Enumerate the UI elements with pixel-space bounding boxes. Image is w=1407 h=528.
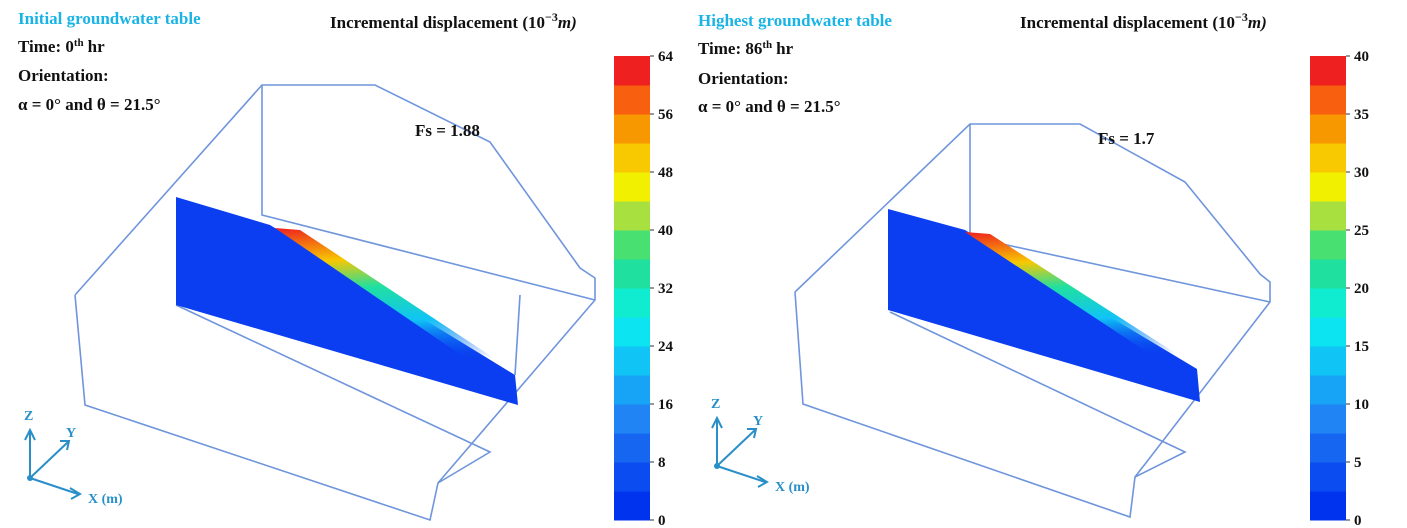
colorbar-band (614, 433, 650, 463)
figure: Z Y X (m) Z Y X (m) Initial groundwater … (0, 0, 1407, 528)
colorbar-band (1310, 259, 1346, 289)
colorbar-tick-label: 30 (1354, 165, 1369, 181)
colorbar-title-unit: m) (1248, 13, 1267, 32)
colorbar-title-exp: −3 (1235, 10, 1248, 24)
colorbar-band (1310, 375, 1346, 405)
colorbar-band (614, 346, 650, 376)
colorbar-band (614, 375, 650, 405)
colorbar-tick-label: 16 (658, 397, 674, 413)
colorbar-band (1310, 143, 1346, 173)
colorbar-title-text: Incremental displacement (10 (330, 13, 545, 32)
axis-label: Z (24, 409, 33, 424)
time-unit: hr (776, 39, 793, 58)
colorbar-tick-label: 35 (1354, 107, 1369, 123)
factor-of-safety: Fs = 1.7 (1098, 129, 1155, 148)
colorbar-band (614, 462, 650, 492)
axis-label: X (m) (775, 480, 810, 495)
time-label: Time: 0 (18, 37, 74, 56)
colorbar-band (614, 491, 650, 521)
colorbar-band (1310, 56, 1346, 86)
axis-label: Y (66, 426, 76, 441)
factor-of-safety: Fs = 1.88 (415, 121, 480, 140)
colorbar-band (614, 56, 650, 86)
panel-title: Initial groundwater table (18, 9, 201, 28)
colorbar-band (614, 143, 650, 173)
colorbar-band (614, 259, 650, 289)
colorbar-band (1310, 462, 1346, 492)
colorbar-band (1310, 288, 1346, 318)
colorbar-band (614, 404, 650, 434)
colorbar-title-unit: m) (558, 13, 577, 32)
colorbar-band (614, 230, 650, 260)
slope-model (75, 85, 595, 520)
colorbar-band (614, 201, 650, 231)
colorbar-tick-label: 24 (658, 339, 674, 355)
colorbar-band (1310, 346, 1346, 376)
colorbar-title: Incremental displacement (10−3m) (330, 10, 577, 32)
axis-label: Y (753, 414, 763, 429)
colorbar-title: Incremental displacement (10−3m) (1020, 10, 1267, 32)
axis-triad: Z Y X (m) (711, 397, 810, 495)
colorbar-band (1310, 317, 1346, 347)
colorbar-band (614, 172, 650, 202)
colorbar-tick-label: 20 (1354, 281, 1369, 297)
colorbar-title-text: Incremental displacement (10 (1020, 13, 1235, 32)
colorbar-band (614, 85, 650, 115)
slope-model (795, 124, 1270, 517)
orientation: α = 0° and θ = 21.5° (698, 97, 841, 116)
colorbar-tick-label: 0 (658, 513, 666, 528)
colorbar-tick-label: 40 (1354, 49, 1369, 65)
orientation-label: Orientation: (698, 69, 789, 88)
colorbar-tick-label: 0 (1354, 513, 1362, 528)
colorbar-band (1310, 85, 1346, 115)
axis-label: Z (711, 397, 720, 412)
colorbar-band (1310, 230, 1346, 260)
axis-label: X (m) (88, 492, 123, 507)
colorbar-band (1310, 404, 1346, 434)
panel-title: Highest groundwater table (698, 11, 892, 30)
colorbar-band (1310, 201, 1346, 231)
colorbar-band (1310, 491, 1346, 521)
time-unit: hr (88, 37, 105, 56)
colorbar-tick-label: 40 (658, 223, 673, 239)
time-label: Time: 86 (698, 39, 762, 58)
colorbar-tick-label: 10 (1354, 397, 1369, 413)
colorbar-band (1310, 172, 1346, 202)
time-sup: th (762, 39, 772, 51)
colorbar-band (614, 114, 650, 144)
colorbar-tick-label: 8 (658, 455, 666, 471)
colorbar-band (614, 317, 650, 347)
colorbar-band (1310, 433, 1346, 463)
colorbar-tick-label: 25 (1354, 223, 1369, 239)
colorbar-tick-label: 64 (658, 49, 674, 65)
colorbar-band (1310, 114, 1346, 144)
orientation: α = 0° and θ = 21.5° (18, 95, 161, 114)
colorbar-band (614, 288, 650, 318)
orientation-label: Orientation: (18, 66, 109, 85)
colorbar-title-exp: −3 (545, 10, 558, 24)
colorbar-tick-label: 32 (658, 281, 673, 297)
colorbar-tick-label: 56 (658, 107, 674, 123)
time-sup: th (74, 37, 84, 49)
colorbar-tick-label: 15 (1354, 339, 1369, 355)
colorbar-tick-label: 48 (658, 165, 673, 181)
colorbar-tick-label: 5 (1354, 455, 1362, 471)
axis-triad: Z Y X (m) (24, 409, 123, 507)
